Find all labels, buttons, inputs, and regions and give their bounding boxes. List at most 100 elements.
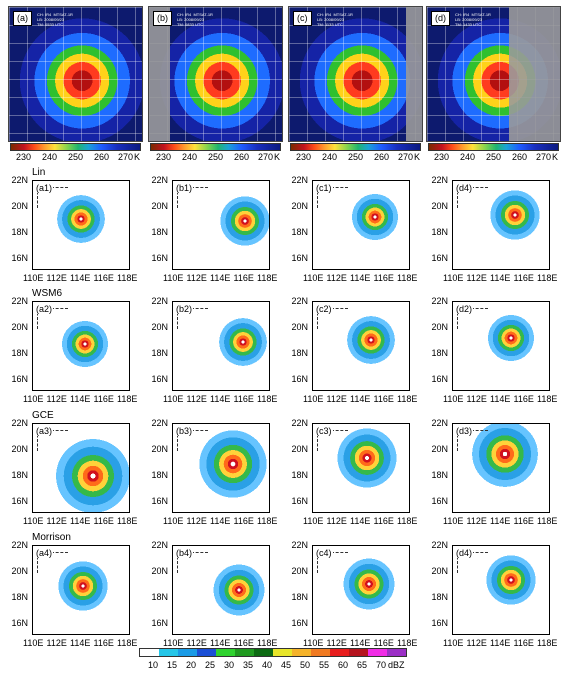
latitude-tick-label: 18N	[151, 592, 168, 602]
longitude-tick-label: 116E	[93, 638, 114, 648]
latitude-tick-label: 20N	[431, 566, 448, 576]
colorbar-tick-label: 65	[357, 660, 368, 670]
colorbar-segment	[235, 649, 254, 656]
latitude-tick-label: 20N	[151, 444, 168, 454]
colorbar-segment	[197, 649, 216, 656]
longitude-tick-label: 118E	[537, 273, 558, 283]
typhoon-reflectivity	[52, 190, 110, 248]
typhoon-reflectivity	[485, 185, 545, 245]
panel-label: (a)	[13, 11, 32, 26]
longitude-tick-label: 112E	[466, 394, 487, 404]
latitude-tick-label: 18N	[431, 227, 448, 237]
latitude-tick-label: 20N	[151, 322, 168, 332]
longitude-tick-label: 110E	[163, 273, 184, 283]
colorbar-tick-label: 230	[16, 152, 32, 162]
latitude-tick-label: 20N	[151, 201, 168, 211]
temperature-colorbar	[150, 143, 281, 151]
longitude-tick-label: 116E	[233, 394, 254, 404]
colorbar-tick-label: 30	[224, 660, 235, 670]
radar-reflectivity-panel: (a3)	[32, 423, 130, 513]
longitude-tick-label: 112E	[326, 516, 347, 526]
latitude-tick-label: 22N	[11, 540, 28, 550]
longitude-tick-label: 118E	[537, 394, 558, 404]
latitude-tick-label: 20N	[291, 444, 308, 454]
latitude-tick-label: 22N	[151, 418, 168, 428]
colorbar-tick-label: 240	[182, 152, 198, 162]
latitude-tick-label: 20N	[431, 444, 448, 454]
latitude-tick-label: 18N	[11, 227, 28, 237]
latitude-tick-label: 18N	[431, 470, 448, 480]
longitude-tick-label: 110E	[23, 273, 44, 283]
latitude-tick-label: 20N	[11, 322, 28, 332]
longitude-tick-label: 116E	[373, 394, 394, 404]
longitude-tick-label: 118E	[117, 394, 138, 404]
colorbar-tick-label: 270	[398, 152, 414, 162]
colorbar-tick-label: 40	[262, 660, 273, 670]
colorbar-segment	[330, 649, 349, 656]
longitude-tick-label: 114E	[490, 394, 511, 404]
latitude-tick-label: 22N	[431, 418, 448, 428]
longitude-tick-label: 114E	[490, 273, 511, 283]
longitude-tick-label: 114E	[70, 638, 91, 648]
typhoon-reflectivity	[483, 310, 539, 366]
typhoon-reflectivity	[48, 431, 129, 512]
colorbar-tick-label: 35	[243, 660, 254, 670]
longitude-tick-label: 118E	[537, 516, 558, 526]
colorbar-tick-label: 270	[536, 152, 552, 162]
longitude-tick-label: 110E	[303, 273, 324, 283]
colorbar-segment	[387, 649, 406, 656]
longitude-tick-label: 118E	[117, 273, 138, 283]
colorbar-tick-label: 25	[205, 660, 216, 670]
longitude-tick-label: 114E	[350, 394, 371, 404]
satellite-header: CH: IR4 MTSAT-1R LB: 2008/09/23 TM: 0833…	[177, 12, 213, 27]
colorbar-tick-label: 50	[300, 660, 311, 670]
latitude-tick-label: 16N	[291, 618, 308, 628]
colorbar-tick-label: 230	[434, 152, 450, 162]
latitude-tick-label: 18N	[11, 592, 28, 602]
typhoon-reflectivity	[465, 424, 545, 494]
latitude-tick-label: 22N	[151, 296, 168, 306]
longitude-tick-label: 110E	[163, 394, 184, 404]
longitude-tick-label: 118E	[257, 516, 278, 526]
longitude-tick-label: 116E	[513, 638, 534, 648]
longitude-tick-label: 116E	[93, 273, 114, 283]
longitude-tick-label: 112E	[46, 638, 67, 648]
model-name: WSM6	[32, 288, 62, 299]
colorbar-tick-label: 20	[186, 660, 197, 670]
lat-lon-grid	[149, 7, 282, 141]
longitude-tick-label: 110E	[443, 638, 464, 648]
colorbar-tick-label: K	[552, 152, 559, 162]
latitude-tick-label: 20N	[11, 444, 28, 454]
latitude-tick-label: 16N	[431, 618, 448, 628]
colorbar-tick-label: 270	[258, 152, 274, 162]
latitude-tick-label: 20N	[431, 322, 448, 332]
typhoon-reflectivity	[208, 559, 269, 621]
panel-label: (c1)	[315, 183, 333, 193]
colorbar-tick-label: 60	[338, 660, 349, 670]
colorbar-segment	[273, 649, 292, 656]
latitude-tick-label: 18N	[11, 470, 28, 480]
typhoon-reflectivity	[57, 316, 113, 372]
longitude-tick-label: 116E	[373, 638, 394, 648]
colorbar-segment	[159, 649, 178, 656]
model-name: GCE	[32, 410, 54, 421]
radar-reflectivity-panel: (c3)	[312, 423, 410, 513]
panel-label: (c2)	[315, 304, 333, 314]
coastline	[317, 187, 348, 208]
panel-label: (b3)	[175, 426, 194, 436]
colorbar-tick-label: 45	[281, 660, 292, 670]
temperature-colorbar	[10, 143, 141, 151]
temperature-colorbar	[290, 143, 421, 151]
latitude-tick-label: 18N	[431, 592, 448, 602]
panel-label: (b2)	[175, 304, 194, 314]
colorbar-tick-label: 270	[118, 152, 134, 162]
satellite-header: CH: IR4 MTSAT-1R LB: 2008/09/23 TM: 1133…	[317, 12, 353, 27]
panel-label: (d3)	[455, 426, 474, 436]
colorbar-segment	[292, 649, 311, 656]
radar-reflectivity-panel: (a4)	[32, 545, 130, 635]
latitude-tick-label: 18N	[11, 348, 28, 358]
colorbar-tick-label: 260	[234, 152, 250, 162]
longitude-tick-label: 118E	[397, 273, 418, 283]
longitude-tick-label: 114E	[350, 273, 371, 283]
colorbar-tick-label: 250	[208, 152, 224, 162]
